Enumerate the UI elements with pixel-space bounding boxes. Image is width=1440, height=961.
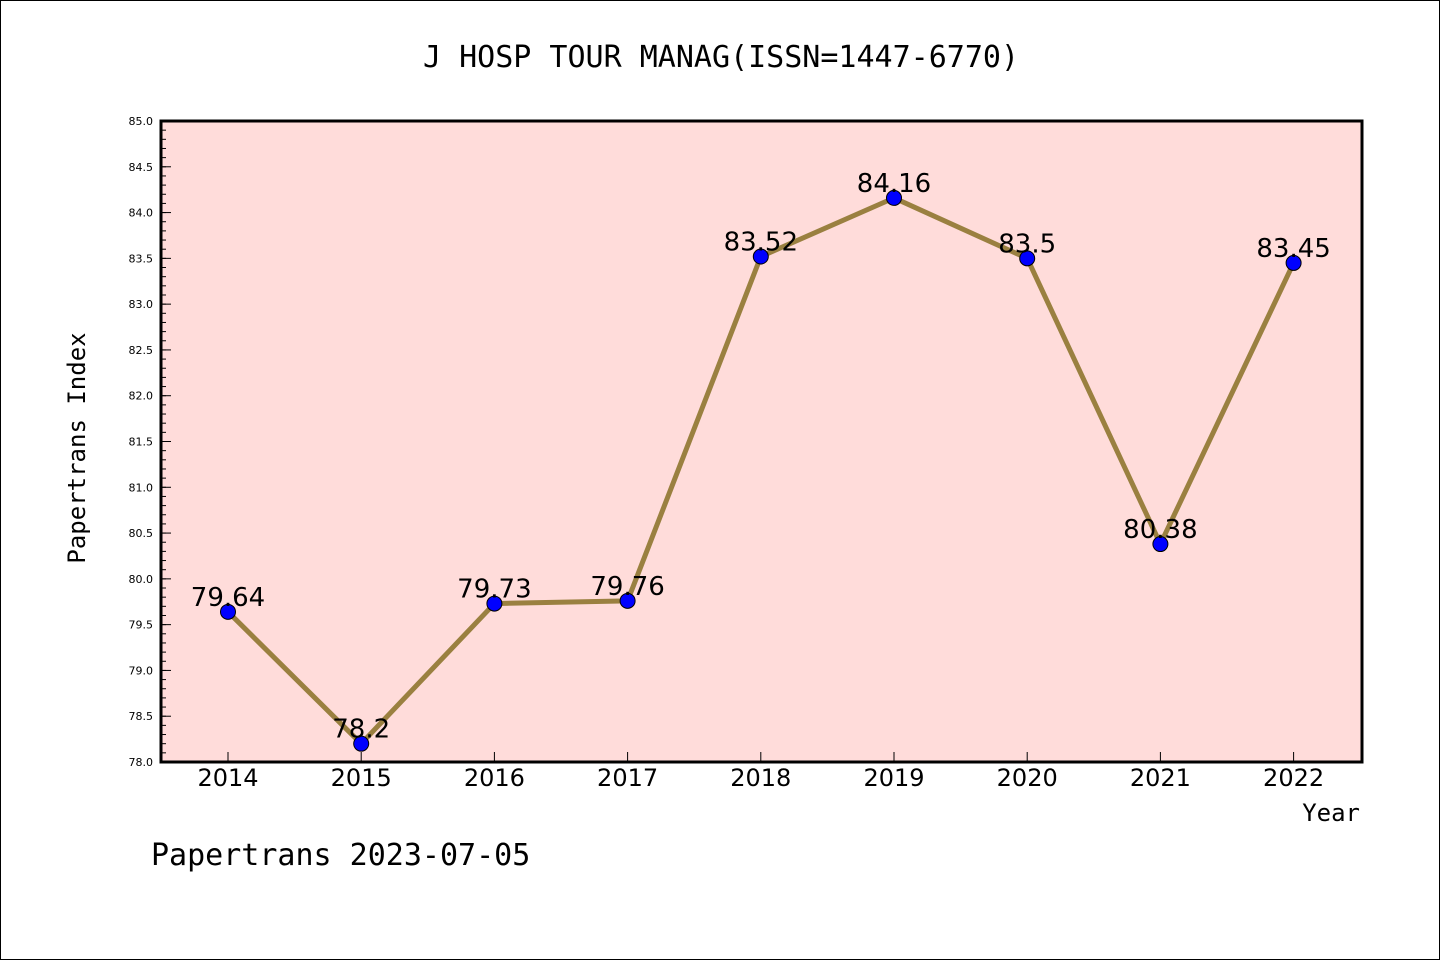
footer-credit: Papertrans 2023-07-05 <box>151 838 530 873</box>
x-tick-label: 2014 <box>197 764 258 792</box>
data-point <box>886 189 902 206</box>
data-label: 83.45 <box>1256 234 1330 264</box>
y-tick-label: 82.5 <box>129 344 154 357</box>
data-point <box>619 592 636 609</box>
data-point <box>353 735 370 752</box>
x-tick-label: 2020 <box>997 764 1058 792</box>
data-label: 83.5 <box>998 229 1056 259</box>
x-tick-label: 2019 <box>863 764 924 792</box>
data-label: 84.16 <box>857 169 931 199</box>
plot-area <box>159 119 1364 764</box>
data-label: 78.2 <box>332 715 390 745</box>
y-tick-label: 83.5 <box>129 252 154 265</box>
data-label: 79.73 <box>457 575 531 605</box>
y-axis-label: Papertrans Index <box>63 332 91 563</box>
data-point <box>486 595 503 612</box>
y-axis: 78.0 78.5 79.0 79.5 80.0 80.5 81.0 81.5 82.0 82.5… <box>129 115 171 769</box>
data-point <box>1285 254 1302 271</box>
y-tick-label: 84.0 <box>129 207 154 220</box>
y-tick-label: 81.0 <box>129 481 154 494</box>
y-tick-label: 78.5 <box>129 710 154 723</box>
y-tick-label: 85.0 <box>129 115 154 128</box>
y-tick-label: 80.0 <box>129 573 154 586</box>
data-point <box>752 248 769 265</box>
y-tick-label: 81.5 <box>129 436 154 449</box>
y-tick-label: 78.0 <box>129 756 154 769</box>
y-tick-label: 79.0 <box>129 664 154 677</box>
y-tick-label: 79.5 <box>129 619 154 632</box>
data-point <box>220 603 236 620</box>
x-tick-label: 2018 <box>730 764 791 792</box>
x-tick-label: 2022 <box>1263 764 1324 792</box>
x-tick-label: 2016 <box>464 764 525 792</box>
data-point <box>1152 536 1169 553</box>
data-label: 83.52 <box>724 228 798 258</box>
x-tick-label: 2017 <box>597 764 658 792</box>
chart-title: J HOSP TOUR MANAG(ISSN=1447-6770) <box>423 40 1019 75</box>
data-labels: 79.64 78.2 79.73 79.76 83.52 84.16 83.5 80.38 83… <box>191 169 1331 745</box>
y-tick-label: 82.0 <box>129 390 154 403</box>
series-markers <box>220 189 1302 752</box>
data-label: 80.38 <box>1123 515 1197 545</box>
x-tick-label: 2015 <box>331 764 392 792</box>
data-point <box>1019 250 1036 267</box>
x-axis-label: Year <box>1302 799 1360 827</box>
x-axis: 2014 2015 2016 2017 2018 2019 2020 2021 2022 <box>197 752 1324 792</box>
y-tick-label: 84.5 <box>129 161 154 174</box>
data-label: 79.76 <box>590 572 664 602</box>
y-tick-label: 83.0 <box>129 298 154 311</box>
data-label: 79.64 <box>191 583 265 613</box>
x-tick-label: 2021 <box>1130 764 1191 792</box>
y-tick-label: 80.5 <box>129 527 154 540</box>
